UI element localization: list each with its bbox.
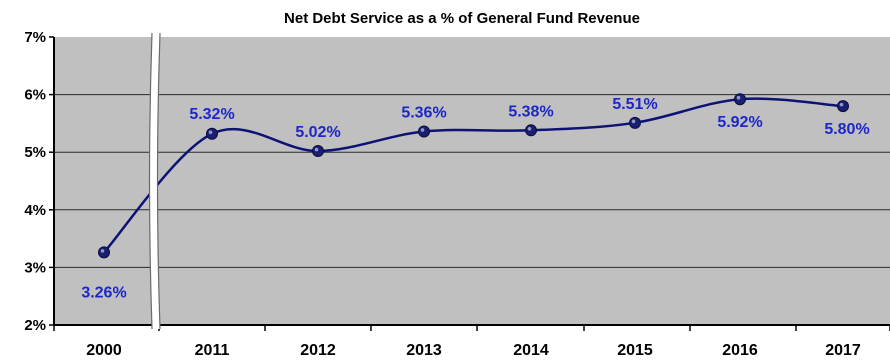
data-label: 5.51% — [612, 96, 657, 113]
data-label: 3.26% — [81, 284, 126, 301]
data-point — [525, 124, 537, 137]
data-point — [206, 127, 218, 140]
y-tick-label: 2% — [24, 317, 46, 334]
data-label: 5.80% — [824, 121, 869, 138]
data-point — [418, 125, 430, 138]
data-point — [629, 116, 641, 129]
data-point-highlight — [208, 130, 213, 135]
gridlines — [54, 94, 890, 268]
x-tick-label: 2013 — [406, 342, 442, 359]
data-point — [734, 93, 746, 106]
data-label: 5.02% — [295, 124, 340, 141]
data-point-highlight — [527, 127, 532, 131]
chart-title: Net Debt Service as a % of General Fund … — [284, 10, 640, 27]
data-point-highlight — [100, 249, 105, 253]
y-axis-ticks: 2% 3% 4% 5% 6% 7% — [24, 29, 55, 334]
data-label: 5.92% — [717, 114, 762, 131]
axis-break — [148, 32, 161, 330]
data-label: 5.32% — [189, 106, 234, 123]
data-point — [98, 246, 110, 259]
x-tick-label: 2017 — [825, 342, 861, 359]
data-point — [837, 100, 849, 113]
y-tick-label: 6% — [24, 87, 46, 104]
data-point — [312, 145, 324, 158]
plot-area — [54, 37, 890, 325]
x-axis: 2000 2011 2012 2013 2014 2015 2016 2017 — [53, 324, 890, 359]
data-point-highlight — [420, 128, 425, 132]
x-tick-label: 2000 — [86, 342, 122, 359]
data-point-highlight — [839, 102, 844, 107]
axis-break-edge — [148, 32, 153, 330]
data-point-highlight — [631, 119, 636, 124]
y-tick-label: 7% — [24, 29, 46, 46]
data-markers — [98, 93, 849, 259]
data-label: 5.38% — [508, 103, 553, 120]
x-tick-label: 2016 — [722, 342, 758, 359]
y-tick-label: 4% — [24, 202, 46, 219]
data-label: 5.36% — [401, 104, 446, 121]
data-point-highlight — [736, 95, 741, 100]
y-tick-label: 5% — [24, 144, 46, 161]
data-point-highlight — [314, 147, 319, 152]
axis-break-edge — [156, 32, 161, 330]
x-tick-label: 2014 — [513, 342, 549, 359]
x-tick-label: 2012 — [300, 342, 336, 359]
x-tick-label: 2011 — [195, 342, 230, 359]
axis-break-band — [149, 33, 160, 329]
x-tick-label: 2015 — [617, 342, 653, 359]
data-labels: 3.26% 5.32% 5.02% 5.36% 5.38% 5.51% 5.92% 5.80% — [81, 96, 869, 302]
y-tick-label: 3% — [24, 259, 46, 276]
